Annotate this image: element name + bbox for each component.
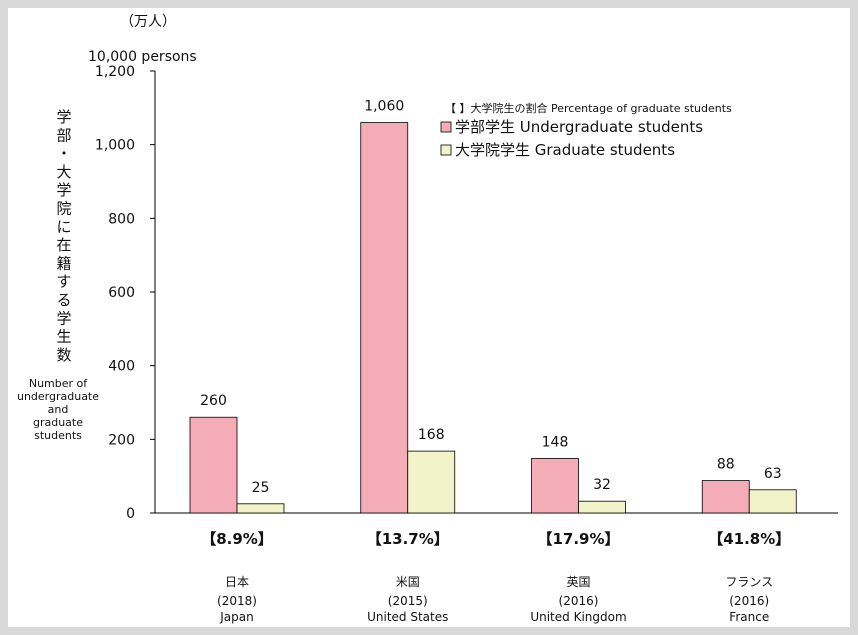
bar-value-label: 148 [542,434,569,450]
bar-value-label: 25 [252,480,270,496]
bar-value-label: 1,060 [364,99,404,115]
legend-label: 学部学生 Undergraduate students [455,118,703,136]
y-axis-label-jp: 学部・大学院に在籍する学生数 [56,108,71,364]
bar [578,500,626,514]
bar-value-label: 63 [764,466,782,482]
y-tick-label: 1,000 [95,138,135,154]
bar-value-label: 32 [593,477,611,493]
graduate-ratio-label: 【13.7%】 [367,530,449,548]
legend-label: 大学院学生 Graduate students [455,141,675,159]
y-tick-label: 200 [108,432,135,448]
category-label-year: (2016) [559,594,599,608]
graduate-ratio-label: 【17.9%】 [537,530,619,548]
category-label-jp: 米国 [396,575,420,589]
y-axis-label-en: Number of undergraduate and graduate student… [17,377,99,442]
bar [748,489,797,514]
legend-note: 【 】大学院生の割合 Percentage of graduate studen… [445,101,732,115]
unit-label-jp: （万人） [120,14,176,30]
y-tick-label: 800 [108,211,135,227]
axes: 0 200 400 600 800 1,000 1,200 （万人） 10,000 person… [17,14,838,522]
legend-swatch [440,144,452,156]
category-label-en: France [729,610,769,624]
chart-area [8,8,850,627]
bar [701,480,750,514]
category-label-year: (2016) [729,594,769,608]
bar [360,122,409,514]
legend-swatch [440,121,452,133]
category-label-year: (2018) [217,594,257,608]
category-label-en: United States [367,610,448,624]
bar [236,503,285,514]
bar [407,450,456,514]
category-label-en: United Kingdom [530,610,626,624]
unit-label-en: 10,000 persons [88,49,197,65]
y-tick-label: 400 [108,359,135,375]
bar-value-label: 88 [717,457,735,473]
labels: 260 25 【8.9%】日本 (2018) Japan 1,060 168 【13.7%】米… [200,99,790,624]
y-tick-label: 600 [108,285,135,301]
y-tick-label: 1,200 [95,64,135,80]
category-label-year: (2015) [388,594,428,608]
category-label-jp: 日本 [225,575,249,589]
y-tick-label: 0 [126,506,135,522]
bar-value-label: 168 [418,427,445,443]
category-label-jp: フランス [725,575,773,589]
bar [531,458,579,514]
bars [189,122,797,514]
category-label-jp: 英国 [566,575,590,589]
bar [189,416,238,514]
category-label-en: Japan [219,610,253,624]
bar-value-label: 260 [200,393,227,409]
graduate-ratio-label: 【8.9%】 [201,530,273,548]
graduate-ratio-label: 【41.8%】 [708,530,790,548]
